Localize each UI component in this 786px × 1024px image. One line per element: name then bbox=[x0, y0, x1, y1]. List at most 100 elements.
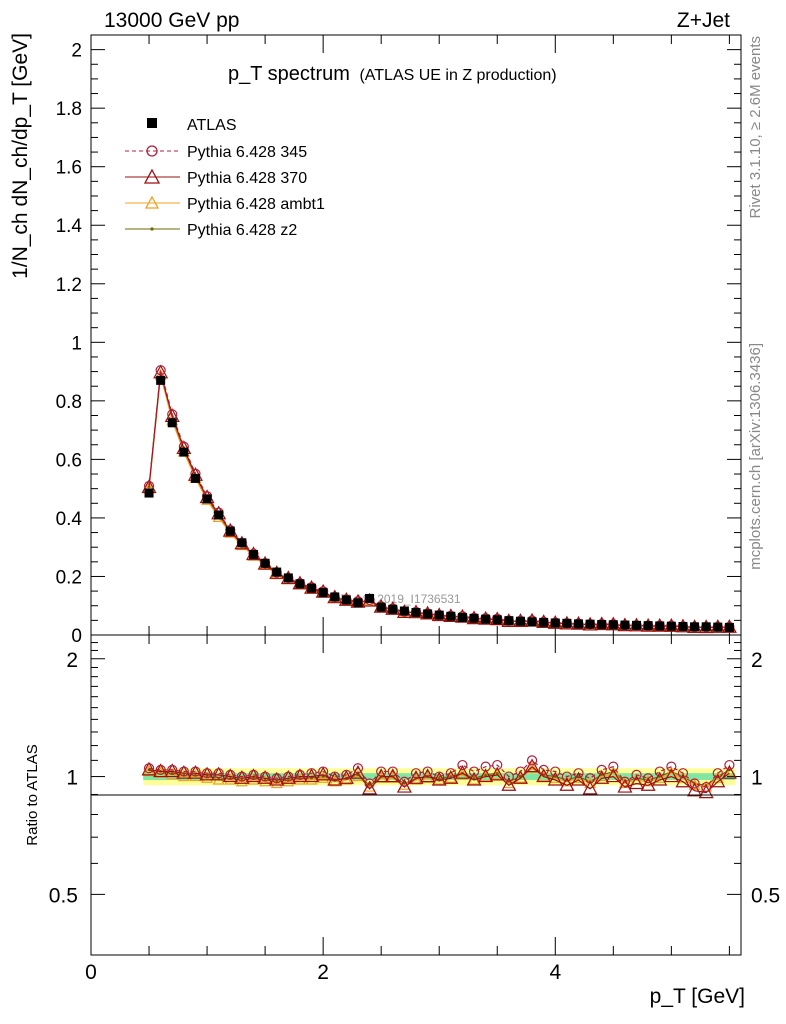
ratio-point-p370 bbox=[362, 780, 378, 795]
process-label: Z+Jet bbox=[677, 9, 730, 32]
ratio-point-p370 bbox=[594, 770, 610, 784]
ratio-y-tick-label: 2 bbox=[66, 649, 78, 672]
main-point-atlas bbox=[678, 622, 688, 632]
ratio-point-p345 bbox=[596, 764, 607, 775]
ratio-point-p345 bbox=[341, 769, 352, 780]
y-tick-label: 2 bbox=[71, 41, 82, 62]
y-tick-label: 0.6 bbox=[56, 450, 82, 471]
main-axis-ticks: 0 0.2 0.4 0.6 0.8 1 1.2 1.4 1.6 1.8 2 bbox=[56, 35, 741, 647]
ratio-point-p345 bbox=[608, 761, 619, 772]
ratio-point-p345 bbox=[654, 766, 665, 777]
main-point-atlas bbox=[365, 593, 375, 603]
main-point-atlas bbox=[469, 613, 479, 623]
main-point-atlas bbox=[666, 621, 676, 631]
legend-entry-z2: Pythia 6.428 z2 bbox=[187, 222, 297, 239]
main-point-atlas bbox=[655, 621, 665, 631]
main-line-ambt1 bbox=[148, 375, 730, 628]
ratio-point-p370 bbox=[640, 777, 656, 791]
ratio-point-p345 bbox=[643, 773, 654, 784]
ratio-point-p345 bbox=[480, 761, 491, 772]
y-tick-label: 0 bbox=[71, 626, 82, 647]
ratio-point-z2 bbox=[437, 776, 441, 780]
plot-title: p_T spectrum (ATLAS UE in Z production) bbox=[228, 63, 557, 85]
ratio-point-p345 bbox=[167, 764, 178, 775]
main-point-atlas bbox=[225, 526, 235, 536]
main-point-atlas bbox=[608, 620, 618, 630]
ratio-point-p345 bbox=[515, 766, 526, 777]
main-point-atlas bbox=[620, 620, 630, 630]
ratio-point-p370 bbox=[304, 768, 320, 783]
ratio-point-p345 bbox=[526, 755, 538, 766]
ratio-y-tick-label-right: 0.5 bbox=[751, 884, 780, 907]
main-point-atlas bbox=[481, 614, 491, 624]
main-point-atlas bbox=[423, 609, 433, 619]
main-point-atlas bbox=[701, 622, 711, 632]
legend-marker-z2 bbox=[150, 227, 154, 231]
ratio-point-p370 bbox=[385, 768, 401, 783]
main-point-atlas bbox=[539, 617, 549, 627]
main-point-atlas bbox=[434, 610, 444, 620]
ratio-point-p370 bbox=[199, 766, 215, 781]
ratio-point-p370 bbox=[559, 777, 575, 791]
ratio-point-p345 bbox=[225, 769, 236, 780]
ratio-point-p345 bbox=[585, 773, 596, 784]
main-point-atlas bbox=[527, 617, 537, 627]
ratio-y-tick-label-right: 2 bbox=[751, 649, 763, 672]
ratio-point-p370 bbox=[605, 768, 621, 783]
ratio-point-p370 bbox=[373, 768, 389, 783]
ratio-point-ambt1 bbox=[305, 773, 318, 785]
main-point-atlas bbox=[632, 620, 642, 630]
ratio-point-p345 bbox=[677, 768, 689, 779]
ratio-point-z2 bbox=[484, 773, 488, 777]
ratio-point-p345 bbox=[318, 766, 329, 777]
ratio-point-p370 bbox=[466, 771, 482, 786]
ratio-point-p345 bbox=[538, 764, 549, 775]
ratio-point-p345 bbox=[190, 766, 201, 777]
plot-title-text: p_T spectrum bbox=[228, 63, 350, 85]
ratio-point-p370 bbox=[570, 771, 587, 786]
ratio-y-tick-label-right: 1 bbox=[751, 767, 763, 790]
ratio-point-p370 bbox=[512, 770, 528, 784]
main-point-atlas bbox=[341, 595, 351, 605]
ratio-point-ambt1 bbox=[526, 761, 539, 773]
ratio-point-p370 bbox=[524, 758, 540, 773]
legend-marker-p345 bbox=[146, 145, 158, 157]
ratio-point-p345 bbox=[260, 771, 271, 782]
ratio-point-p370 bbox=[617, 778, 633, 793]
source-label: mcplots.cern.ch [arXiv:1306.3436] bbox=[747, 343, 764, 570]
ratio-point-p370 bbox=[478, 768, 494, 783]
y-tick-label: 1.8 bbox=[56, 99, 82, 120]
main-line-p345 bbox=[148, 370, 730, 628]
main-point-atlas bbox=[144, 488, 154, 498]
ratio-point-p370 bbox=[396, 778, 412, 793]
main-point-atlas bbox=[156, 375, 166, 385]
main-point-atlas bbox=[690, 622, 700, 632]
ratio-point-p370 bbox=[420, 768, 436, 783]
main-point-atlas bbox=[550, 618, 560, 628]
ratio-point-p345 bbox=[457, 759, 468, 771]
ratio-point-p345 bbox=[666, 761, 677, 772]
ratio-point-p370 bbox=[443, 770, 459, 784]
ratio-point-p345 bbox=[376, 766, 387, 777]
main-point-atlas bbox=[492, 615, 502, 625]
main-point-atlas bbox=[446, 611, 456, 621]
ratio-point-p345 bbox=[329, 771, 340, 782]
ratio-point-p370 bbox=[408, 770, 424, 784]
ratio-point-p370 bbox=[269, 771, 285, 786]
ratio-y-axis-label: Ratio to ATLAS bbox=[24, 744, 41, 845]
main-point-atlas bbox=[724, 622, 734, 632]
ratio-point-p345 bbox=[492, 759, 503, 771]
ratio-point-p345 bbox=[306, 768, 317, 779]
ratio-point-p345 bbox=[364, 778, 375, 789]
main-point-atlas bbox=[388, 604, 398, 614]
ratio-point-p370 bbox=[234, 770, 250, 784]
ratio-series-layer bbox=[141, 755, 737, 799]
ratio-point-p345 bbox=[503, 771, 514, 782]
y-tick-label: 1.2 bbox=[56, 275, 82, 296]
ratio-point-p345 bbox=[352, 763, 364, 774]
ratio-point-p345 bbox=[283, 771, 294, 782]
ratio-point-p345 bbox=[468, 766, 480, 777]
ratio-point-ambt1 bbox=[514, 771, 527, 783]
ratio-point-p370 bbox=[454, 764, 470, 779]
